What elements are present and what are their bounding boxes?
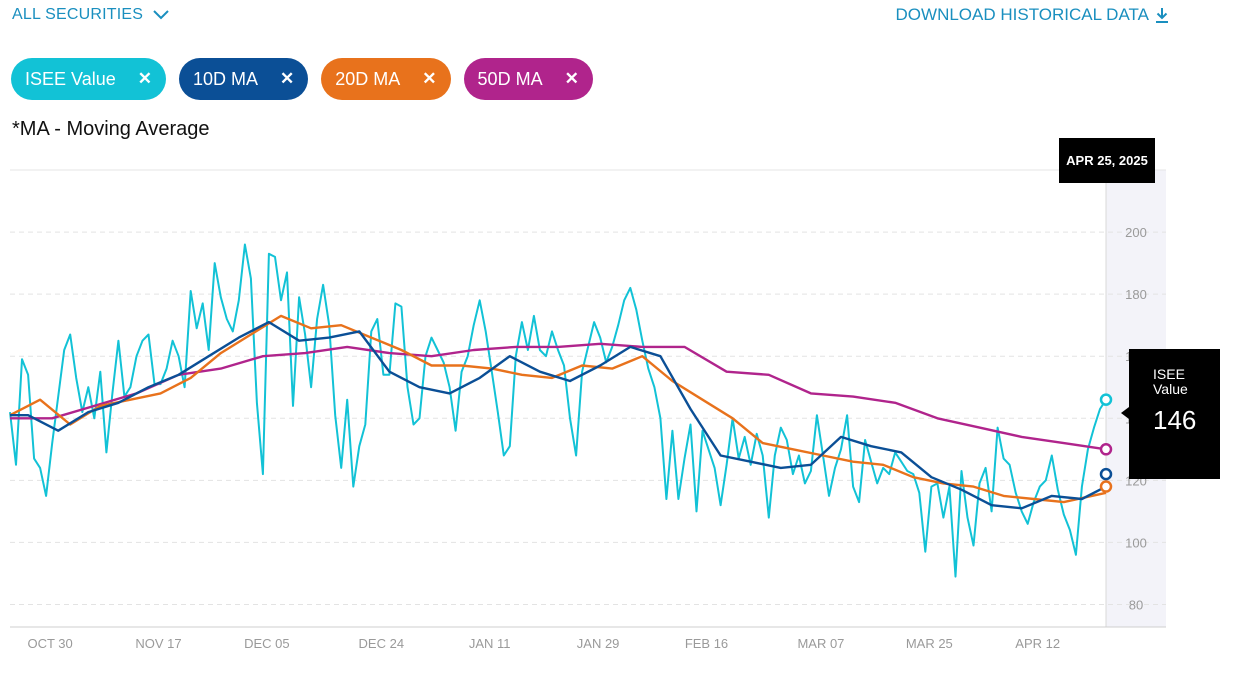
x-tick-label: MAR 07 (797, 636, 844, 651)
download-historical-data-link[interactable]: DOWNLOAD HISTORICAL DATA (896, 5, 1169, 25)
tooltip-value: 146 (1153, 405, 1197, 435)
tooltip-value-box: ISEE Value 146 (1129, 349, 1220, 479)
y-tick-label: 80 (1129, 597, 1143, 612)
end-point-marker (1099, 480, 1113, 493)
chip-label: 10D MA (192, 68, 259, 89)
chevron-down-icon (153, 10, 169, 20)
chip-label: 20D MA (335, 68, 401, 89)
chip-isee-value[interactable]: ISEE Value ✕ (11, 58, 166, 100)
chip-10d-ma[interactable]: 10D MA ✕ (178, 58, 309, 100)
download-label: DOWNLOAD HISTORICAL DATA (895, 5, 1149, 24)
end-point-marker (1099, 467, 1113, 481)
series-line-isee-value (9, 243, 1107, 578)
x-tick-label: JAN 29 (577, 636, 620, 651)
series-line-50d-ma (10, 342, 1107, 451)
chip-20d-ma[interactable]: 20D MA ✕ (321, 58, 451, 100)
y-tick-label: 100 (1125, 535, 1147, 550)
close-icon[interactable]: ✕ (137, 69, 152, 88)
y-tick-label: 180 (1125, 287, 1147, 302)
x-tick-label: DEC 24 (359, 636, 405, 651)
all-securities-dropdown[interactable]: ALL SECURITIES (12, 6, 169, 24)
moving-average-note: *MA - Moving Average (12, 118, 210, 140)
close-icon[interactable]: ✕ (564, 69, 579, 88)
close-icon[interactable]: ✕ (280, 69, 295, 88)
x-tick-label: NOV 17 (135, 636, 181, 651)
x-tick-label: FEB 16 (685, 636, 728, 651)
end-point-marker (1099, 393, 1113, 406)
download-icon (1156, 8, 1168, 23)
series-filter-chips: ISEE Value ✕ 10D MA ✕ 20D MA ✕ 50D MA ✕ (11, 58, 593, 100)
tooltip-pointer (1121, 407, 1129, 419)
chip-50d-ma[interactable]: 50D MA ✕ (463, 58, 593, 100)
y-tick-label: 200 (1125, 225, 1147, 240)
all-securities-label: ALL SECURITIES (12, 6, 144, 23)
x-tick-label: OCT 30 (27, 636, 72, 651)
end-point-marker (1099, 443, 1113, 456)
x-tick-label: JAN 11 (469, 636, 511, 651)
tooltip-date: APR 25, 2025 (1059, 138, 1155, 183)
chip-label: ISEE Value (25, 68, 116, 89)
series-line-10d-ma (10, 320, 1107, 510)
x-tick-label: MAR 25 (906, 636, 953, 651)
x-tick-label: APR 12 (1015, 636, 1060, 651)
chip-label: 50D MA (477, 68, 543, 89)
tooltip-series-label: ISEE Value (1153, 366, 1188, 397)
x-tick-label: DEC 05 (244, 636, 290, 651)
close-icon[interactable]: ✕ (422, 69, 437, 88)
series-line-20d-ma (9, 314, 1107, 504)
